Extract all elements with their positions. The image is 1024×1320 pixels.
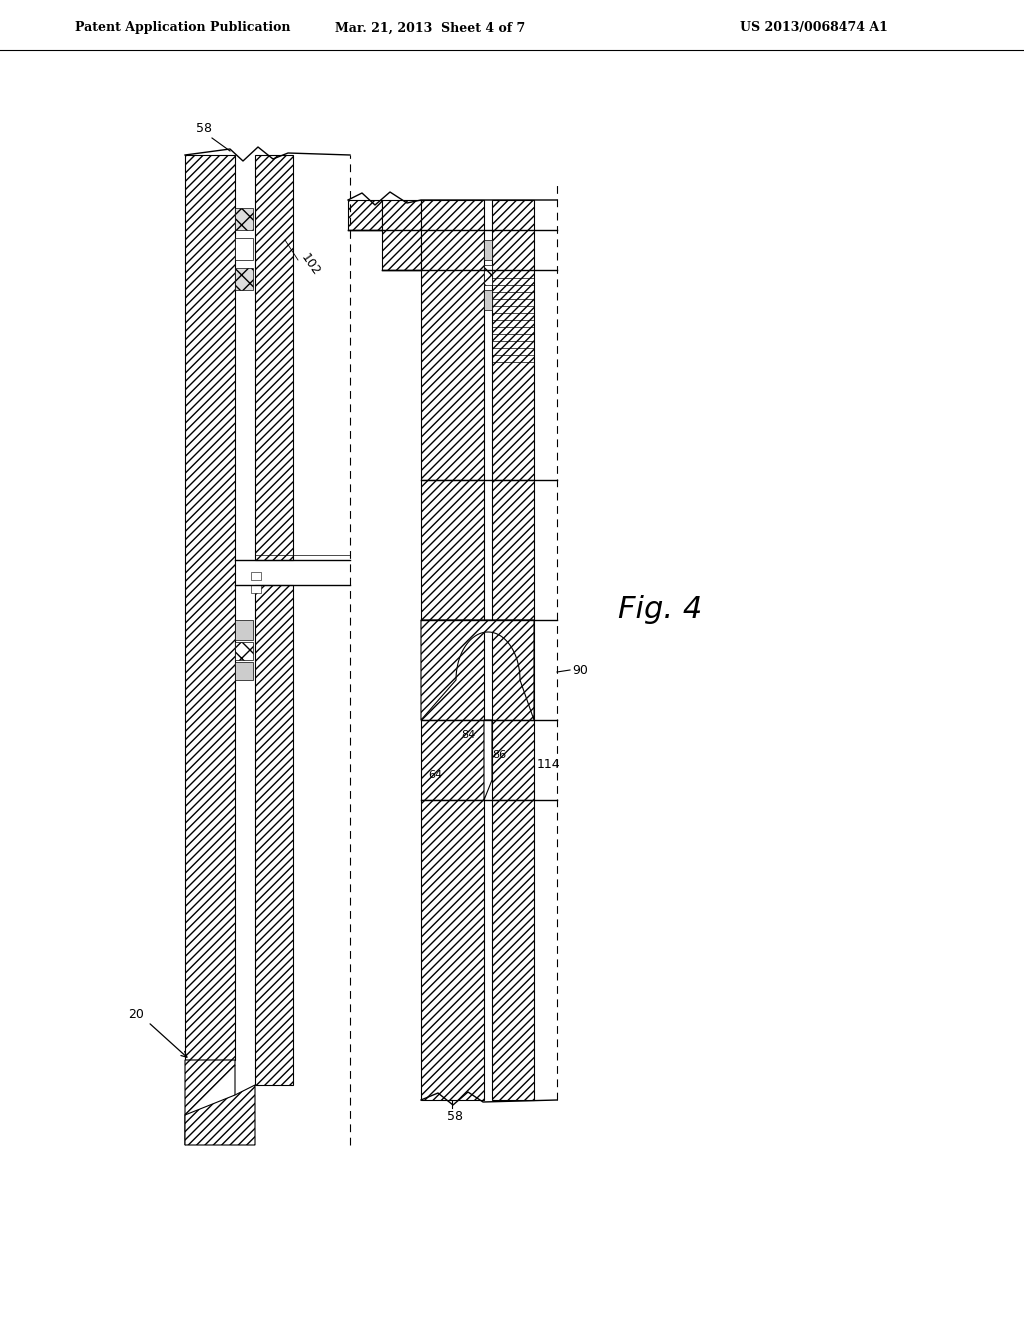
Bar [185,154,234,1060]
Polygon shape [421,719,484,800]
Text: 20: 20 [128,1008,144,1022]
Text: 102: 102 [298,252,323,279]
Polygon shape [492,719,534,800]
Text: Mar. 21, 2013  Sheet 4 of 7: Mar. 21, 2013 Sheet 4 of 7 [335,21,525,34]
Bar [421,620,484,719]
Bar [234,620,253,640]
Bar [348,201,382,230]
Bar [255,585,293,1085]
Text: Patent Application Publication: Patent Application Publication [75,21,291,34]
Bar [251,572,261,579]
Bar [492,620,534,719]
Bar [234,209,253,230]
Polygon shape [185,1060,234,1115]
Polygon shape [421,620,534,719]
Bar [234,642,253,660]
Polygon shape [185,1065,234,1144]
Bar [492,201,534,480]
Text: 114: 114 [537,759,560,771]
Text: 58: 58 [447,1110,463,1123]
Bar [421,201,484,480]
Polygon shape [484,719,492,800]
Bar [234,663,253,680]
Text: 58: 58 [196,121,212,135]
Bar [421,800,484,1100]
Text: 64: 64 [428,770,442,780]
Bar [382,201,421,271]
Bar [251,585,261,593]
Text: 86: 86 [492,750,506,760]
Bar [484,290,492,310]
Text: US 2013/0068474 A1: US 2013/0068474 A1 [740,21,888,34]
Bar [234,238,253,260]
Text: 84: 84 [462,730,476,741]
Bar [484,240,492,260]
Bar [492,800,534,1100]
Polygon shape [185,1085,255,1144]
Text: 90: 90 [572,664,588,676]
Text: Fig. 4: Fig. 4 [618,595,702,624]
Bar [234,268,253,290]
Bar [484,265,492,285]
Bar [421,480,484,620]
Bar [255,154,293,560]
Bar [492,480,534,620]
